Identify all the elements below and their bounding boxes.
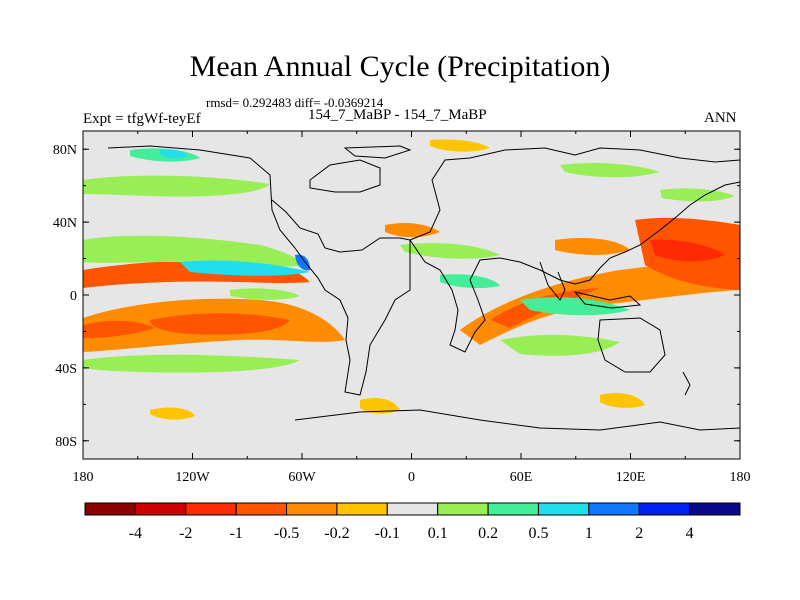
colorbar-swatch (638, 502, 691, 516)
colorbar-labels: -4 -2 -1 -0.5 -0.2 -0.1 0.1 0.2 0.5 1 2 4 (129, 525, 694, 542)
plot-title: Mean Annual Cycle (Precipitation) (189, 50, 611, 83)
colorbar-swatch (537, 502, 590, 516)
colorbar-swatch (689, 502, 741, 516)
lat-label: 0 (70, 289, 77, 304)
latitude-labels: 80N 40N 0 40S 80S (53, 143, 77, 450)
season-label: ANN (704, 110, 737, 126)
colorbar-swatch (84, 502, 136, 516)
axis-ticks (82, 131, 741, 459)
colorbar-swatch (336, 502, 388, 516)
lon-label: 60E (510, 470, 533, 485)
lat-label: 40S (55, 362, 77, 377)
colorbar-label: 0.5 (528, 525, 548, 542)
colorbar-label: -2 (179, 525, 192, 542)
contour-fields (83, 139, 740, 420)
colorbar-label: 4 (686, 525, 694, 542)
lon-label: 180 (730, 470, 751, 485)
colorbar-label: 2 (635, 525, 643, 542)
colorbar-label: -0.1 (375, 525, 400, 542)
colorbar-swatch (185, 502, 237, 516)
colorbar-swatch (588, 502, 640, 516)
colorbar-label: 0.2 (478, 525, 498, 542)
lon-label: 60W (288, 470, 316, 485)
coastlines (107, 145, 740, 431)
case-label: 154_7_MaBP - 154_7_MaBP (308, 107, 487, 123)
colorbar-label: 0.1 (428, 525, 448, 542)
experiment-label: Expt = tfgWf-teyEf (83, 111, 201, 127)
lon-label: 0 (408, 470, 415, 485)
colorbar-swatch (134, 502, 187, 516)
colorbar-swatch (386, 502, 439, 516)
longitude-labels: 180 120W 60W 0 60E 120E 180 (73, 470, 751, 485)
lon-label: 120W (175, 470, 210, 485)
colorbar-swatch (235, 502, 288, 516)
colorbar-label: 1 (585, 525, 593, 542)
colorbar-label: -1 (229, 525, 242, 542)
colorbar-swatch (437, 502, 489, 516)
lon-label: 180 (73, 470, 94, 485)
colorbar-label: -0.5 (274, 525, 299, 542)
lat-label: 40N (53, 216, 77, 231)
lat-label: 80S (55, 435, 77, 450)
stats-line: rmsd= 0.292483 diff= -0.0369214 (206, 95, 384, 110)
colorbar-swatch (487, 502, 539, 516)
colorbar-label: -0.2 (324, 525, 349, 542)
lon-label: 120E (616, 470, 646, 485)
lat-label: 80N (53, 143, 77, 158)
colorbar (84, 502, 741, 516)
colorbar-swatch (286, 502, 338, 516)
colorbar-label: -4 (129, 525, 142, 542)
